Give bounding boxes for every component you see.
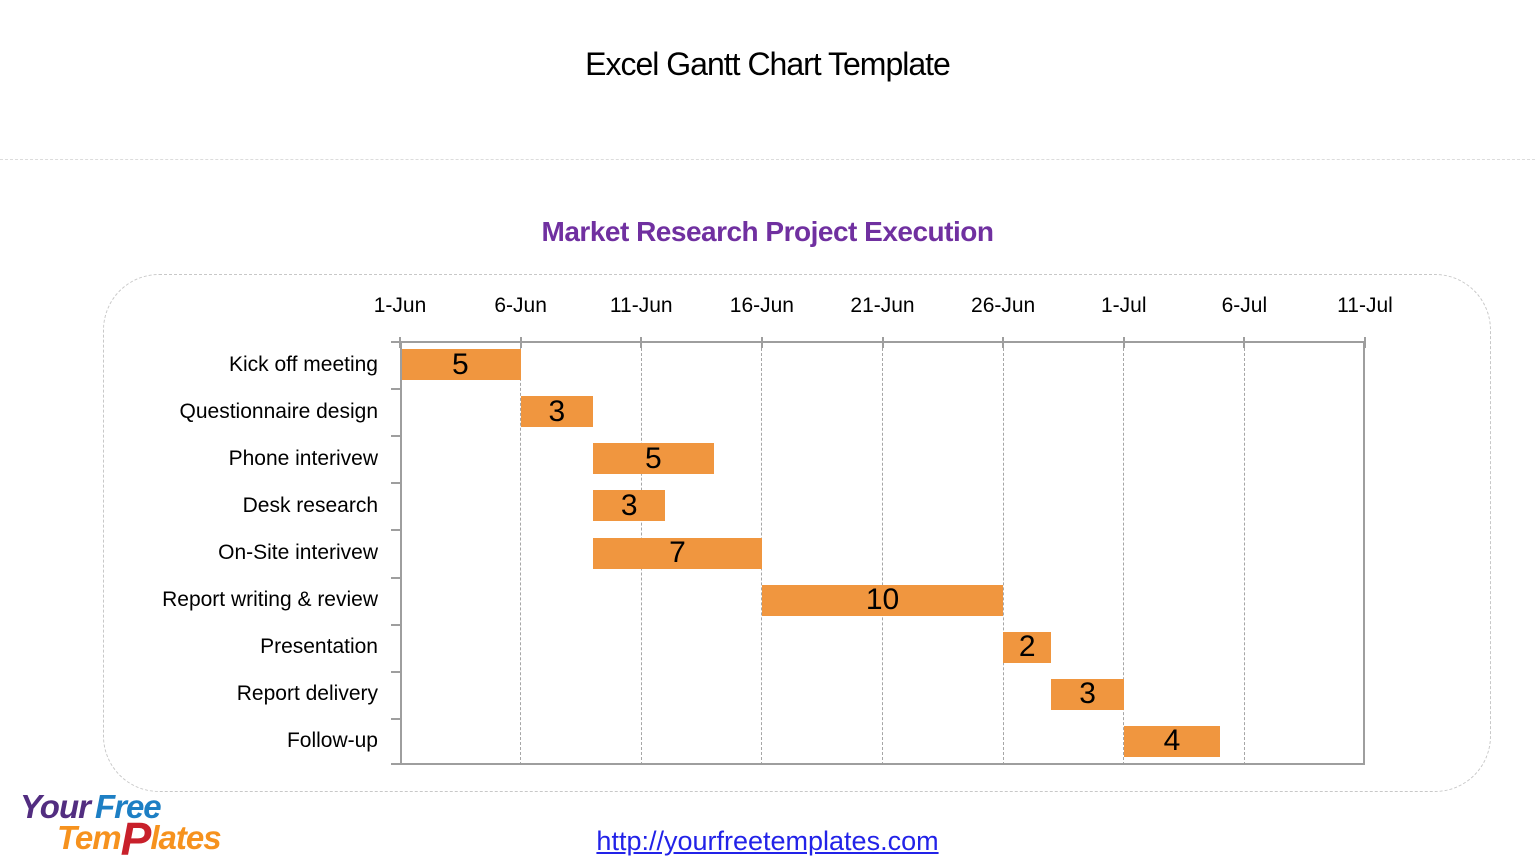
page-title: Excel Gantt Chart Template [585, 46, 951, 82]
bar-duration-label: 5 [451, 347, 469, 381]
y-axis-tick [391, 717, 400, 720]
x-axis-tick [519, 337, 522, 348]
gantt-bar: 7 [593, 536, 762, 569]
gridline [520, 343, 522, 765]
date-tick-label: 21-Jun [850, 294, 915, 317]
logo-word-tem: Tem [57, 819, 122, 856]
x-axis-tick [1243, 337, 1246, 348]
x-axis-tick [640, 337, 643, 348]
task-label-text: Presentation [260, 635, 378, 659]
gridline [1002, 343, 1004, 765]
task-label: On-Site interivew [90, 529, 378, 576]
logo-line-1: Your Free [20, 790, 221, 823]
task-label: Kick off meeting [90, 341, 378, 388]
gridline [761, 343, 763, 765]
plot-area: 5 3 5 3 7 10 2 3 4 [391, 337, 1366, 765]
plot-bottom-border [400, 763, 1365, 765]
bar-duration-label: 4 [1163, 724, 1181, 758]
date-tick-label: 1-Jul [1100, 294, 1147, 317]
bar-duration-label: 2 [1018, 630, 1036, 664]
chart-frame [103, 274, 1491, 792]
y-axis-tick [391, 341, 400, 343]
y-axis-tick [391, 576, 400, 579]
task-label: Report writing & review [90, 577, 378, 624]
x-axis-tick [881, 337, 884, 348]
y-axis-line [400, 341, 402, 765]
y-axis-tick [391, 388, 400, 391]
y-axis-tick [391, 482, 400, 485]
x-axis-labels: 1-Jun 6-Jun 11-Jun 16-Jun 21-Jun 26-Jun 1-Jul 6… [374, 294, 1393, 328]
gantt-bar: 4 [1123, 724, 1221, 758]
footer-link[interactable]: http://yourfreetemplates.com [596, 826, 939, 856]
x-axis-tick [1364, 337, 1366, 348]
task-label: Follow-up [90, 718, 378, 765]
y-axis-tick [391, 623, 400, 626]
gantt-bar: 2 [1003, 630, 1052, 664]
logo-line-2: TemPlates [57, 813, 222, 863]
gantt-bar: 10 [761, 583, 1004, 617]
chart-title: Market Research Project Execution [541, 216, 994, 247]
task-label: Report delivery [90, 671, 378, 718]
logo-word-your: Your [20, 788, 91, 825]
date-tick-label: 6-Jul [1221, 294, 1268, 317]
gridline [1123, 343, 1125, 765]
gantt-bar: 3 [1051, 677, 1124, 711]
gridline [1243, 343, 1245, 765]
date-tick-label: 16-Jun [729, 294, 794, 317]
bar-duration-label: 3 [1079, 677, 1096, 711]
task-label-text: Report delivery [236, 682, 378, 706]
x-axis-tick [1002, 337, 1005, 348]
date-tick-label: 11-Jun [609, 294, 673, 317]
bar-duration-label: 3 [548, 394, 566, 428]
gridline [882, 343, 883, 765]
task-label-text: On-Site interivew [218, 540, 378, 564]
logo-letter-p: P [120, 813, 152, 863]
task-label: Desk research [90, 482, 378, 529]
task-label: Phone interivew [90, 435, 378, 482]
bar-duration-label: 5 [644, 441, 662, 475]
task-label: Questionnaire design [90, 388, 378, 435]
x-axis-tick [1122, 337, 1125, 348]
task-label-text: Phone interivew [228, 446, 378, 470]
y-axis-tick [391, 763, 400, 765]
gantt-bar: 5 [593, 441, 714, 475]
task-label: Presentation [90, 624, 378, 671]
footer: http://yourfreetemplates.com [0, 826, 1535, 857]
y-axis-tick [391, 670, 400, 673]
logo-word-free: Free [94, 788, 162, 825]
date-tick-label: 6-Jun [494, 294, 547, 317]
y-axis-tick [391, 435, 400, 438]
task-label-text: Kick off meeting [228, 352, 378, 376]
logo: Your Free TemPlates [20, 790, 222, 863]
gantt-bar: 3 [520, 394, 593, 428]
task-label-text: Questionnaire design [179, 399, 378, 423]
logo-word-lates: lates [150, 819, 221, 856]
bar-duration-label: 3 [620, 488, 638, 522]
date-tick-label: 11-Jul [1337, 294, 1393, 317]
task-labels: Kick off meeting Questionnaire design Phon… [90, 341, 378, 765]
task-label-text: Desk research [242, 493, 378, 517]
y-axis-tick [391, 529, 400, 532]
plot-right-border [1363, 341, 1365, 765]
x-axis-tick [399, 337, 401, 348]
gantt-bar: 5 [400, 347, 521, 381]
gantt-bar: 3 [593, 488, 666, 522]
task-label-text: Report writing & review [162, 588, 378, 612]
task-label-text: Follow-up [286, 729, 378, 753]
date-tick-label: 26-Jun [971, 294, 1036, 317]
x-axis-tick [760, 337, 763, 348]
date-tick-label: 1-Jun [373, 294, 427, 317]
bar-duration-label: 10 [865, 583, 900, 617]
bar-duration-label: 7 [669, 536, 686, 569]
title-divider [0, 159, 1535, 160]
